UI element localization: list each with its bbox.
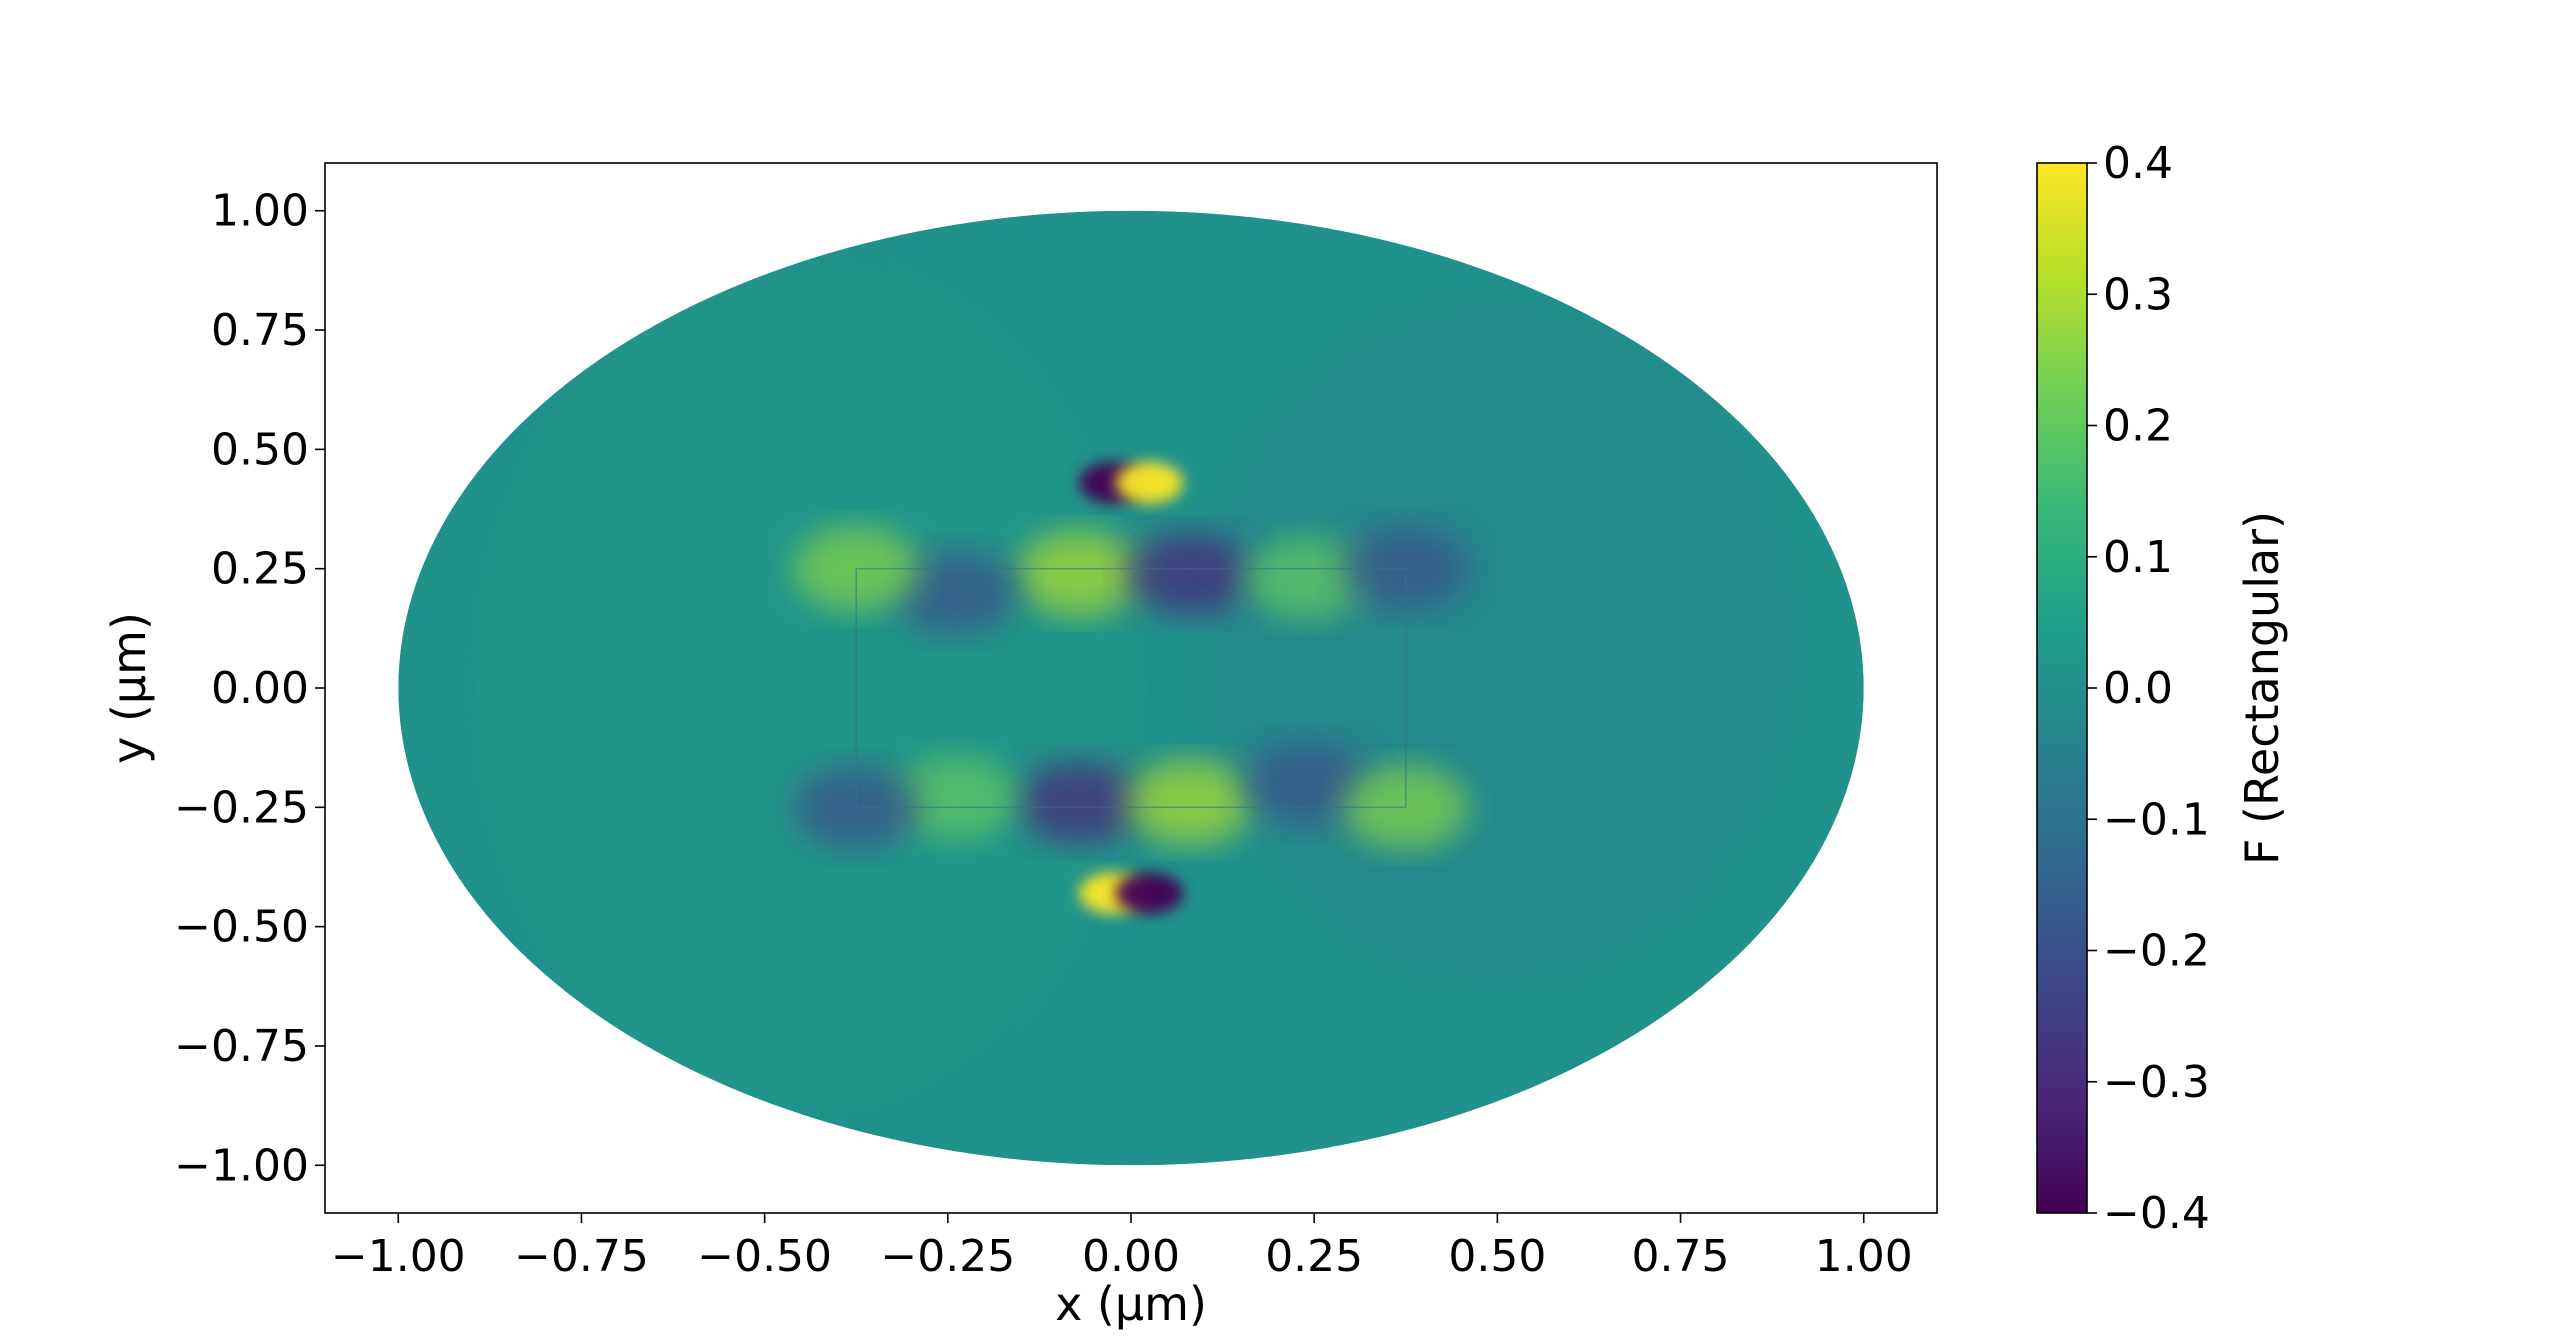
y-tick-label: 0.00 bbox=[211, 663, 309, 714]
y-tick-label: 0.50 bbox=[211, 424, 309, 475]
y-tick-label: 1.00 bbox=[211, 186, 309, 237]
colorbar-tick-label: 0.1 bbox=[2103, 532, 2173, 583]
x-tick-label: −0.25 bbox=[880, 1231, 1015, 1282]
colorbar-tick-label: 0.2 bbox=[2103, 401, 2173, 452]
field-feature bbox=[1243, 741, 1370, 826]
field-feature bbox=[1115, 872, 1184, 915]
field-feature bbox=[1016, 531, 1143, 616]
colorbar-tick-label: 0.4 bbox=[2103, 138, 2173, 189]
field-feature bbox=[892, 550, 1019, 635]
y-tick-label: 0.75 bbox=[211, 305, 309, 356]
field-shading bbox=[1204, 306, 1791, 975]
x-tick-label: 0.25 bbox=[1265, 1231, 1363, 1282]
x-tick-label: 0.00 bbox=[1082, 1231, 1180, 1282]
field-feature bbox=[1243, 536, 1370, 621]
x-tick-label: −0.75 bbox=[514, 1231, 649, 1282]
plot-area bbox=[324, 162, 1938, 1214]
colorbar-tick-label: 0.3 bbox=[2103, 269, 2173, 320]
field-feature bbox=[1115, 461, 1184, 504]
colorbar-tick-label: 0.0 bbox=[2103, 663, 2173, 714]
field-shading bbox=[471, 258, 1132, 1118]
field-feature bbox=[1016, 760, 1143, 845]
field-layer bbox=[398, 210, 1864, 1166]
y-tick-label: −0.25 bbox=[174, 782, 309, 833]
colorbar-tick-label: −0.3 bbox=[2103, 1057, 2210, 1108]
field-feature bbox=[1126, 760, 1253, 845]
x-tick-label: 1.00 bbox=[1815, 1231, 1913, 1282]
inner-rectangle-boundary bbox=[855, 567, 1407, 809]
y-axis: 1.00 0.75 0.50 0.25 0.00 −0.25 −0.50 −0.75 −1.00 bbox=[174, 186, 325, 1191]
y-tick-label: −1.00 bbox=[174, 1140, 309, 1191]
field-feature bbox=[1126, 531, 1253, 616]
colorbar-tick-label: −0.1 bbox=[2103, 794, 2210, 845]
y-tick-label: 0.25 bbox=[211, 544, 309, 595]
y-tick-label: −0.50 bbox=[174, 902, 309, 953]
colorbar-label: F (Rectangular) bbox=[2235, 511, 2289, 865]
colorbar: 0.4 0.3 0.2 0.1 0.0 −0.1 −0.2 −0.3 −0.4 bbox=[2036, 138, 2210, 1239]
x-tick-label: −0.50 bbox=[697, 1231, 832, 1282]
y-axis-label: y (μm) bbox=[102, 612, 156, 764]
colorbar-gradient bbox=[2037, 163, 2087, 1213]
x-axis: −1.00 −0.75 −0.50 −0.25 0.00 0.25 0.50 0.75 1.00 bbox=[331, 1213, 1913, 1282]
x-tick-label: 0.50 bbox=[1448, 1231, 1546, 1282]
colorbar-tick-label: −0.2 bbox=[2103, 926, 2210, 977]
x-tick-label: 0.75 bbox=[1632, 1231, 1730, 1282]
x-axis-label: x (μm) bbox=[1055, 1277, 1207, 1331]
colorbar-ticks: 0.4 0.3 0.2 0.1 0.0 −0.1 −0.2 −0.3 −0.4 bbox=[2087, 138, 2210, 1239]
x-tick-label: −1.00 bbox=[331, 1231, 466, 1282]
field-feature bbox=[892, 755, 1019, 840]
colorbar-tick-label: −0.4 bbox=[2103, 1188, 2210, 1239]
y-tick-label: −0.75 bbox=[174, 1021, 309, 1072]
